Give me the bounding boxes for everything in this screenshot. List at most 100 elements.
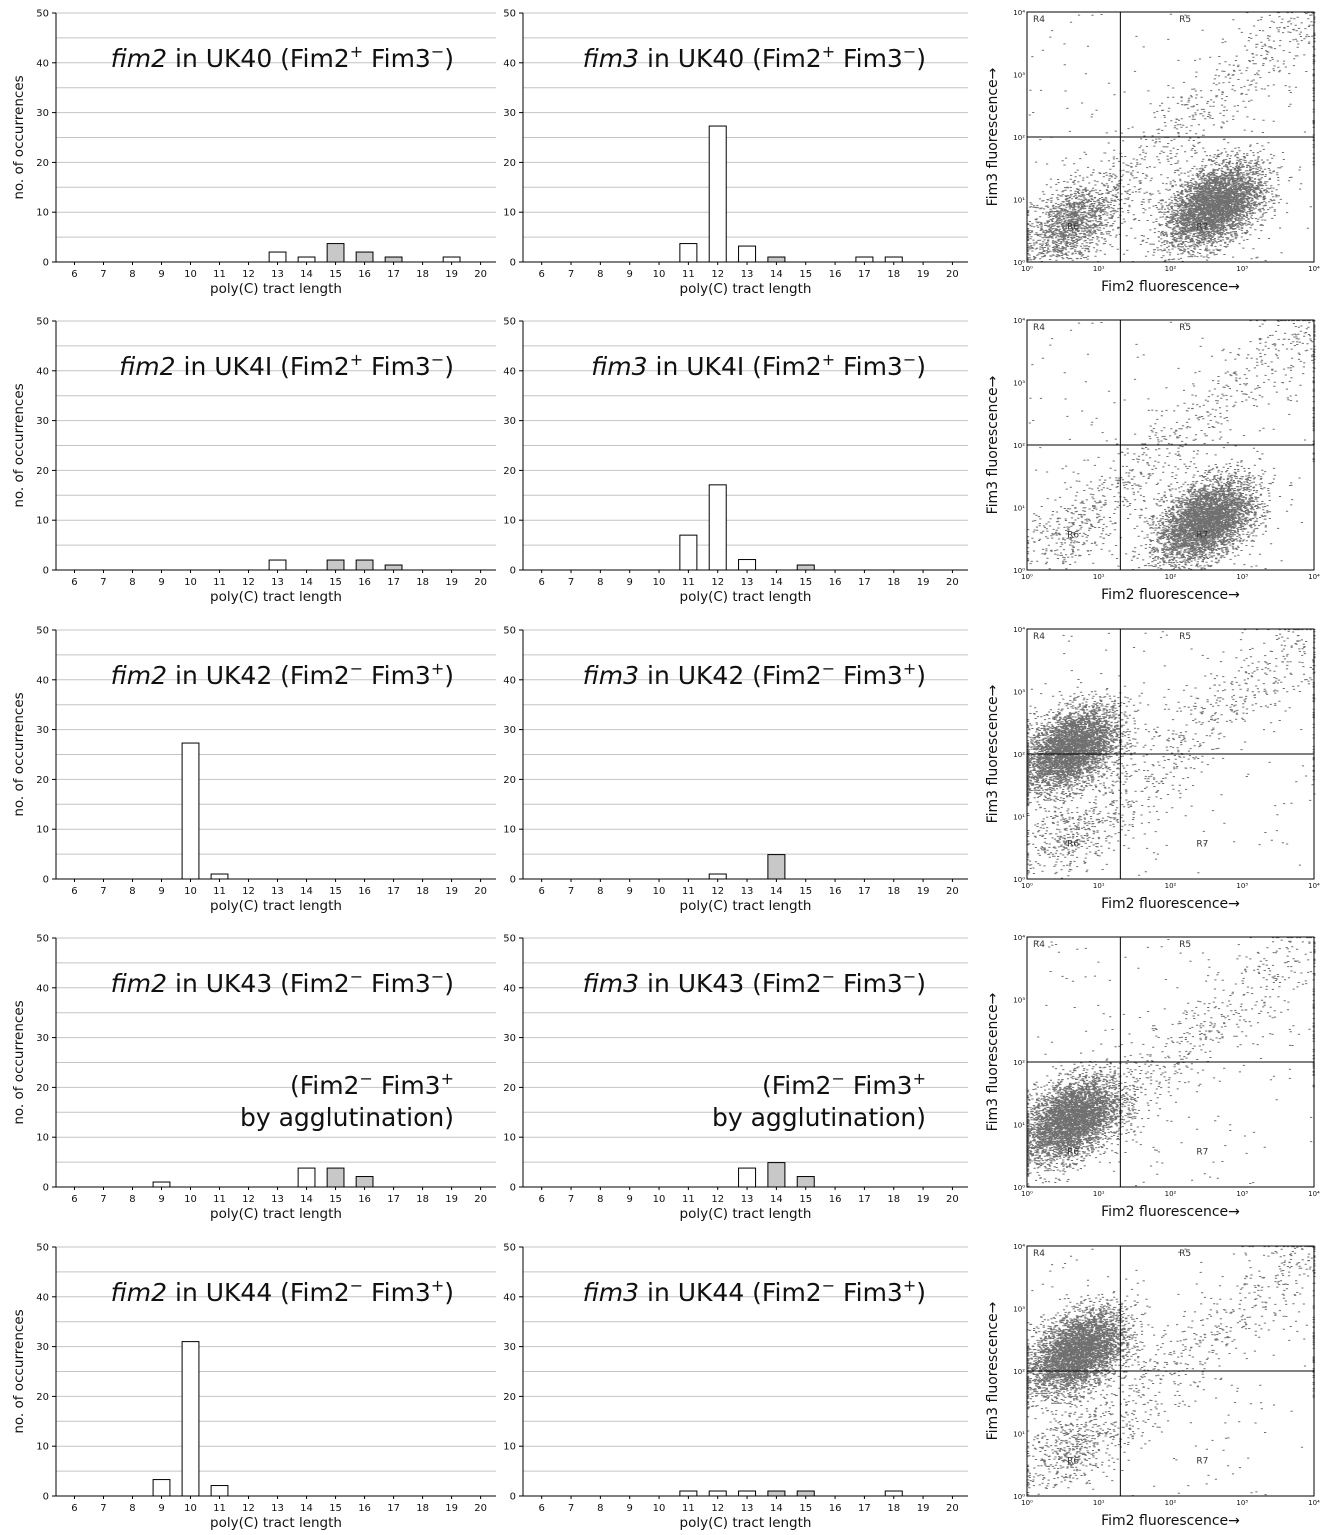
y-tick-label: 30 — [36, 1342, 49, 1353]
x-tick-label: 11 — [213, 577, 226, 588]
y-tick-label: 0 — [510, 875, 516, 886]
x-tick-label: 12 — [242, 886, 255, 897]
x-tick-label: 11 — [213, 886, 226, 897]
text-segment: fim3 — [583, 1278, 639, 1307]
bar-open — [268, 251, 287, 263]
x-tick-label: 17 — [858, 269, 871, 280]
region-label: R7 — [1196, 840, 1208, 850]
x-tick-label: 9 — [158, 269, 164, 280]
panel-annotation: fim2 in UK4I (Fim2+ Fim3−) — [119, 350, 454, 381]
y-axis-label: no. of occurrences — [11, 383, 27, 507]
flow-x-tick-label: 10¹ — [1093, 573, 1105, 581]
x-tick-label: 7 — [568, 1194, 574, 1205]
text-segment: fim3 — [583, 44, 639, 73]
bar-grey — [796, 1176, 815, 1188]
x-tick-label: 16 — [829, 577, 842, 588]
x-tick-label: 13 — [741, 269, 754, 280]
x-tick-label: 16 — [829, 1503, 842, 1514]
x-tick-label: 15 — [329, 1503, 342, 1514]
y-axis-label: no. of occurrences — [11, 692, 27, 816]
text-segment: Fim3 — [363, 1278, 431, 1307]
y-tick-label: 50 — [503, 934, 516, 945]
x-tick-label: 12 — [711, 577, 724, 588]
region-label: R4 — [1033, 940, 1045, 950]
y-tick-label: 50 — [36, 626, 49, 637]
region-label: R5 — [1179, 15, 1191, 25]
bar-open — [708, 484, 727, 571]
x-tick-label: 16 — [358, 269, 371, 280]
text-segment: − — [822, 1276, 835, 1295]
flow-y-tick-label: 10⁰ — [1013, 259, 1025, 267]
bar-grey — [767, 854, 786, 880]
text-segment: by agglutination) — [712, 1103, 926, 1132]
x-tick-label: 8 — [129, 1194, 135, 1205]
text-segment: + — [903, 659, 916, 678]
x-tick-label: 17 — [858, 577, 871, 588]
x-tick-label: 9 — [627, 577, 633, 588]
flow-events — [1027, 629, 1316, 880]
y-tick-label: 0 — [510, 1183, 516, 1194]
x-axis-label: poly(C) tract length — [210, 898, 342, 914]
y-tick-label: 50 — [36, 317, 49, 328]
text-segment: in UK43 (Fim2 — [639, 969, 822, 998]
text-segment: Fim3 — [835, 661, 903, 690]
x-axis-label: poly(C) tract length — [210, 589, 342, 605]
x-tick-label: 8 — [597, 1503, 603, 1514]
flow-x-tick-label: 10² — [1165, 882, 1177, 890]
y-tick-label: 40 — [503, 366, 516, 377]
text-segment: ) — [444, 969, 454, 998]
bar-open — [181, 742, 200, 880]
flow-x-tick-label: 10⁴ — [1308, 1499, 1320, 1507]
text-segment: + — [903, 1276, 916, 1295]
x-tick-label: 17 — [387, 1194, 400, 1205]
flow-x-label: Fim2 fluorescence→ — [1101, 1204, 1240, 1220]
y-tick-label: 0 — [43, 1183, 49, 1194]
region-label: R7 — [1196, 1148, 1208, 1158]
text-segment: − — [822, 967, 835, 986]
panel-annotation: fim2 in UK43 (Fim2− Fim3−) — [111, 967, 454, 998]
text-segment: − — [831, 1069, 844, 1088]
x-tick-label: 18 — [416, 886, 429, 897]
flow-x-tick-label: 10⁰ — [1021, 1190, 1033, 1198]
y-tick-label: 50 — [36, 934, 49, 945]
text-segment: Fim3 — [845, 1071, 913, 1100]
bar-panel: 0 10 20 30 40 50 6 7 8 9 10 11 12 13 14 15 16 17 18 19 20 pol… — [503, 9, 968, 297]
x-tick-label: 12 — [242, 577, 255, 588]
flow-y-tick-label: 10⁴ — [1013, 1243, 1025, 1251]
text-segment: in UK4I (Fim2 — [648, 352, 822, 381]
x-tick-label: 6 — [539, 886, 545, 897]
x-axis-label: poly(C) tract length — [680, 1515, 812, 1531]
x-tick-label: 7 — [568, 1503, 574, 1514]
x-tick-label: 7 — [568, 577, 574, 588]
x-tick-label: 16 — [829, 1194, 842, 1205]
y-tick-label: 10 — [36, 516, 49, 527]
text-segment: (Fim2 — [762, 1071, 832, 1100]
bar-open — [268, 559, 287, 571]
x-tick-label: 20 — [946, 1194, 959, 1205]
x-tick-label: 14 — [300, 1194, 313, 1205]
bar-open — [679, 534, 698, 571]
text-segment: (Fim2 — [290, 1071, 360, 1100]
x-tick-label: 8 — [129, 269, 135, 280]
flow-y-tick-label: 10¹ — [1013, 1431, 1025, 1439]
x-tick-label: 6 — [71, 1194, 77, 1205]
region-label: R4 — [1033, 323, 1045, 333]
y-tick-label: 50 — [36, 1243, 49, 1254]
x-tick-label: 18 — [416, 577, 429, 588]
x-tick-label: 10 — [653, 1503, 666, 1514]
bar-grey — [384, 256, 403, 263]
region-label: R6 — [1067, 531, 1079, 541]
text-segment: Fim3 — [373, 1071, 441, 1100]
text-segment: fim2 — [111, 44, 167, 73]
x-tick-label: 10 — [653, 1194, 666, 1205]
flow-y-tick-label: 10² — [1013, 1059, 1025, 1067]
x-axis-label: poly(C) tract length — [680, 898, 812, 914]
flow-y-tick-label: 10⁰ — [1013, 567, 1025, 575]
text-segment: + — [350, 350, 363, 369]
x-tick-label: 19 — [445, 1194, 458, 1205]
x-tick-label: 17 — [387, 1503, 400, 1514]
bar-open — [708, 873, 727, 880]
text-segment: − — [903, 967, 916, 986]
region-label: R4 — [1033, 1249, 1045, 1259]
